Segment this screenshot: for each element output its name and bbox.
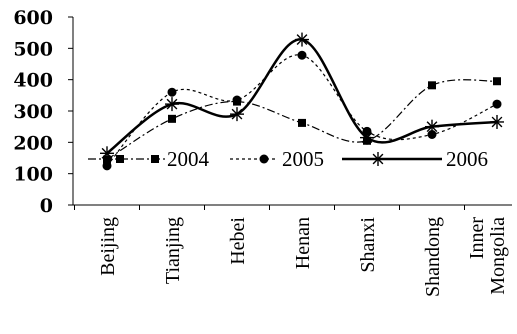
data-point-2006 [100,146,114,161]
data-point-2006 [360,130,374,145]
x-category-label: Beijing [97,217,119,276]
y-tick-label: 200 [13,132,53,154]
y-tick-label: 600 [13,7,53,29]
x-category-label: Henan [292,217,314,269]
x-category-label: Shandong [422,217,444,297]
data-point-2005 [492,99,502,109]
data-point-2004 [428,81,436,90]
legend-marker-2006 [371,152,385,166]
series-2006 [100,32,504,161]
series-2005 [102,50,502,171]
legend-marker-2005 [259,154,269,164]
legend-label-2005: 2005 [282,147,324,171]
legend: 2004 2005 2006 [88,147,488,171]
series-lines [100,32,504,171]
data-point-2006 [490,114,504,129]
data-point-2004 [493,77,501,86]
data-point-2004 [298,118,306,127]
data-point-2005 [232,95,242,105]
x-axis-categories: Beijing Tianjing Hebei Henan Shanxi Shandong I… [97,217,509,297]
legend-label-2006: 2006 [446,147,488,171]
x-category-label: Hebei [227,217,249,265]
data-point-2005 [427,130,437,139]
legend-marker-2004 [116,155,124,163]
x-category-label: Mongolia [487,217,509,295]
legend-label-2004: 2004 [167,147,210,171]
y-axis-ticks: 0 100 200 300 400 500 600 [13,7,73,217]
x-category-label: Shanxi [357,217,379,273]
x-category-label: Tianjing [162,217,184,284]
y-tick-label: 500 [13,38,53,60]
data-point-2005 [102,161,112,171]
data-point-2005 [167,87,177,97]
data-point-2006 [165,97,179,112]
data-point-2004 [168,114,176,123]
data-point-2006 [295,32,309,47]
legend-marker-2004 [151,155,159,163]
data-point-2006 [425,119,439,134]
y-tick-label: 300 [13,101,53,123]
data-point-2006 [230,107,244,122]
y-tick-label: 0 [40,195,53,217]
axes [72,17,512,210]
data-point-2005 [297,50,307,60]
y-tick-label: 100 [13,164,53,186]
y-tick-label: 400 [13,70,53,92]
x-category-label: Inner [466,217,488,260]
